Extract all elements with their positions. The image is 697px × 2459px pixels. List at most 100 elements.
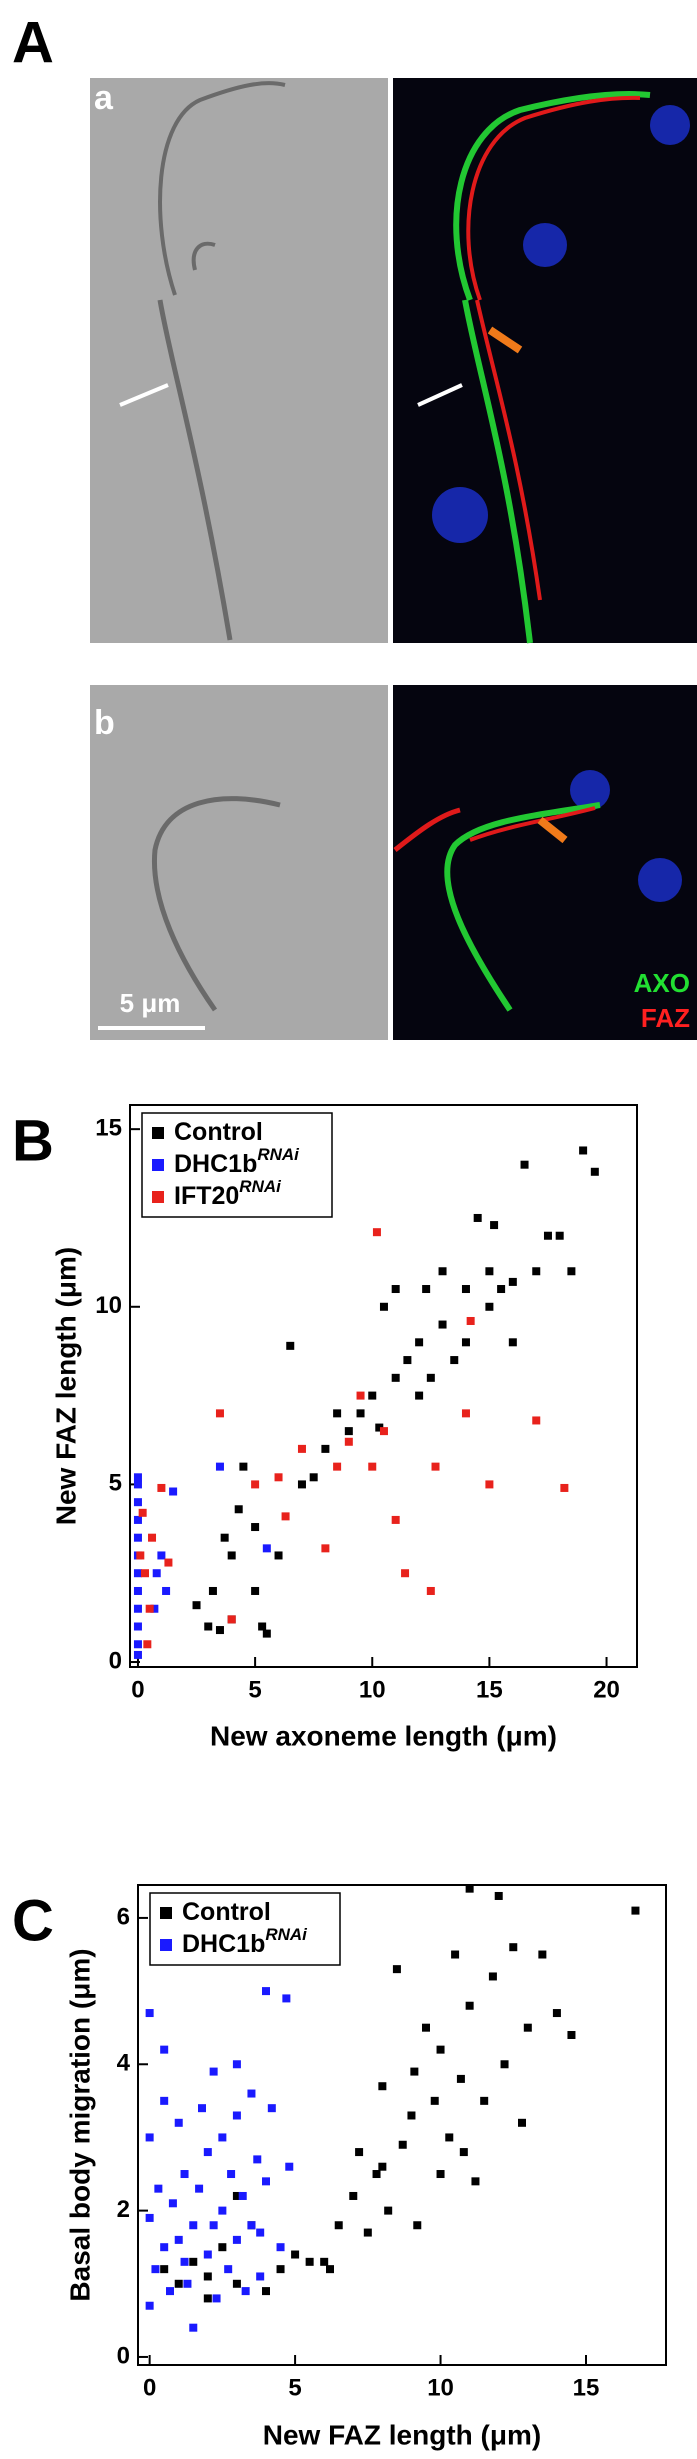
data-point (203, 2294, 212, 2303)
data-point (560, 1483, 569, 1492)
data-point (133, 1640, 142, 1649)
data-point (532, 1416, 541, 1425)
axoneme (462, 299, 533, 644)
data-point (267, 2104, 276, 2113)
x-tick-label: 20 (593, 1676, 620, 1703)
data-point (208, 1586, 217, 1595)
data-point (203, 2148, 212, 2157)
data-point (160, 2096, 169, 2105)
data-point (281, 1512, 290, 1521)
data-point (543, 1231, 552, 1240)
data-point (160, 2045, 169, 2054)
x-tick-label: 10 (359, 1676, 386, 1703)
data-point (375, 1423, 384, 1432)
data-point (485, 1302, 494, 1311)
data-point (415, 1338, 424, 1347)
data-point (232, 2279, 241, 2288)
data-point (379, 1427, 388, 1436)
legend-label: DHC1bRNAi (182, 1925, 308, 1957)
y-axis-label: New FAZ length (μm) (50, 1247, 81, 1525)
data-point (239, 1462, 248, 1471)
data-point (154, 2184, 163, 2193)
data-point (485, 1480, 494, 1489)
data-point (326, 2265, 334, 2274)
data-point (490, 1221, 499, 1230)
data-point (143, 1640, 152, 1649)
data-point (168, 2199, 177, 2208)
data-point (189, 2323, 198, 2332)
data-point (253, 2155, 262, 2164)
data-point (465, 1884, 474, 1893)
data-point (321, 1444, 330, 1453)
data-point (215, 1626, 224, 1635)
data-point (174, 2118, 183, 2127)
data-point (198, 2104, 206, 2113)
y-tick-label: 0 (117, 2342, 130, 2369)
data-point (285, 2162, 294, 2171)
data-point (133, 1622, 142, 1631)
legend-label: Control (174, 1118, 263, 1146)
data-point (133, 1533, 142, 1542)
data-point (203, 2250, 212, 2259)
data-point (422, 2023, 430, 2032)
data-point (160, 2243, 169, 2252)
data-point (518, 2118, 526, 2127)
data-point (189, 2221, 198, 2230)
data-point (262, 2287, 270, 2296)
data-point (590, 1167, 599, 1176)
data-point (431, 1462, 440, 1471)
data-point (391, 1285, 400, 1294)
y-tick-label: 5 (109, 1470, 122, 1497)
legend-label: DHC1bRNAi (174, 1145, 300, 1177)
arrow (119, 383, 169, 407)
data-point (234, 1505, 243, 1514)
data-point (378, 2162, 387, 2171)
data-point (413, 2221, 422, 2230)
data-point (227, 2170, 236, 2179)
data-point (355, 2148, 364, 2157)
data-point (334, 2221, 343, 2230)
data-point (274, 1473, 283, 1482)
data-point (286, 1341, 295, 1350)
data-point (133, 1604, 142, 1613)
data-point (520, 1160, 529, 1169)
data-point (227, 1615, 236, 1624)
legend-label: Control (182, 1898, 271, 1926)
legend-name: IFT20 (174, 1182, 239, 1210)
data-point (220, 1533, 229, 1542)
x-tick-label: 0 (143, 2374, 156, 2401)
legend-box (149, 1892, 341, 1966)
data-point (461, 1338, 470, 1347)
y-tick-label: 0 (109, 1647, 122, 1674)
nucleus (570, 770, 610, 810)
data-point (192, 1601, 201, 1610)
data-point (133, 1473, 142, 1482)
data-point (195, 2184, 204, 2193)
data-point (145, 2133, 154, 2142)
data-point (333, 1409, 342, 1418)
data-point (157, 1483, 166, 1492)
data-point (133, 1480, 142, 1489)
data-point (215, 1409, 224, 1418)
data-point (133, 1498, 142, 1507)
data-point (136, 1551, 145, 1560)
data-point (552, 2009, 561, 2018)
data-point (145, 1604, 154, 1613)
data-point (356, 1409, 365, 1418)
data-point (151, 2265, 160, 2274)
data-point (262, 1629, 271, 1638)
data-point (349, 2191, 358, 2200)
data-point (372, 1228, 381, 1237)
data-point (133, 1569, 142, 1578)
data-point (262, 2177, 270, 2186)
data-point (480, 2096, 489, 2105)
data-point (391, 1373, 400, 1382)
data-point (465, 2001, 474, 2010)
legend-swatch (152, 1127, 164, 1139)
legend-superscript: RNAi (239, 1177, 282, 1196)
data-point (138, 1508, 147, 1517)
x-axis-label: New axoneme length (μm) (210, 1720, 557, 1751)
data-point (160, 2265, 169, 2274)
data-point (251, 1586, 260, 1595)
